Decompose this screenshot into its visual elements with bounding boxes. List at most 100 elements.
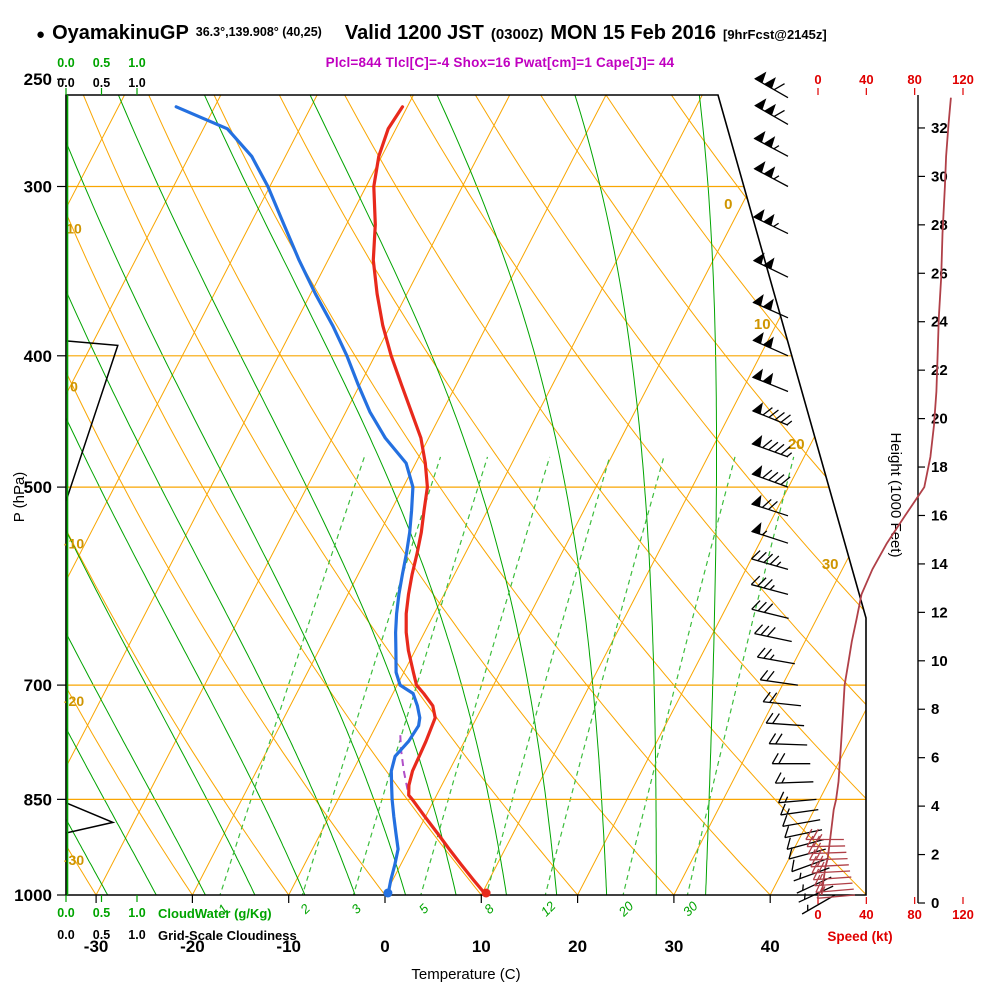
wind-barb bbox=[784, 826, 823, 839]
wind-barb bbox=[771, 752, 811, 765]
svg-text:1.0: 1.0 bbox=[128, 928, 145, 942]
wind-barb bbox=[774, 772, 814, 784]
svg-text:120: 120 bbox=[952, 907, 974, 922]
svg-text:2: 2 bbox=[297, 900, 314, 917]
station-bullet: ● bbox=[36, 26, 46, 43]
svg-text:0.0: 0.0 bbox=[57, 56, 74, 70]
svg-text:-10: -10 bbox=[64, 536, 84, 552]
svg-text:0.5: 0.5 bbox=[93, 906, 110, 920]
svg-text:16: 16 bbox=[931, 507, 948, 524]
wind-barb bbox=[810, 855, 849, 868]
wind-barb bbox=[754, 624, 792, 643]
svg-text:700: 700 bbox=[24, 676, 52, 695]
svg-text:500: 500 bbox=[24, 478, 52, 497]
svg-text:3: 3 bbox=[348, 900, 364, 916]
wind-barb bbox=[814, 874, 853, 887]
wind-barb bbox=[751, 434, 793, 458]
wind-barb bbox=[796, 876, 832, 894]
cloudwater-label: CloudWater (g/Kg) bbox=[158, 906, 272, 921]
svg-text:30: 30 bbox=[931, 168, 948, 185]
svg-text:-20: -20 bbox=[64, 693, 84, 709]
svg-text:0.0: 0.0 bbox=[57, 76, 74, 90]
svg-text:32: 32 bbox=[931, 120, 948, 137]
wind-barb bbox=[788, 847, 826, 860]
temperature-axis-label: Temperature (C) bbox=[411, 966, 520, 983]
svg-text:1.0: 1.0 bbox=[128, 906, 145, 920]
station-coords: 36.3°,139.908° (40,25) bbox=[195, 25, 322, 39]
svg-text:120: 120 bbox=[952, 72, 974, 87]
wind-barb bbox=[754, 71, 789, 99]
svg-text:22: 22 bbox=[931, 362, 948, 379]
svg-text:0: 0 bbox=[70, 378, 78, 394]
wind-barb bbox=[753, 130, 789, 157]
wind-barb bbox=[782, 814, 821, 828]
wind-speed-profile bbox=[820, 97, 952, 896]
wind-barb bbox=[751, 402, 793, 426]
cloudiness-profile bbox=[66, 95, 119, 895]
wind-barb bbox=[753, 161, 789, 188]
valid-zulu: (0300Z) bbox=[490, 26, 544, 43]
svg-text:80: 80 bbox=[907, 907, 921, 922]
sounding-curves bbox=[66, 95, 488, 895]
wind-barb bbox=[751, 550, 789, 570]
wind-barb bbox=[806, 835, 846, 848]
wind-barb bbox=[768, 733, 808, 746]
height-axis-label: Height (1000 Feet) bbox=[887, 432, 904, 557]
svg-text:0.0: 0.0 bbox=[57, 928, 74, 942]
svg-text:5: 5 bbox=[416, 900, 432, 916]
svg-text:-10: -10 bbox=[276, 937, 301, 956]
wind-barb bbox=[805, 828, 844, 841]
wind-barb bbox=[756, 647, 795, 665]
svg-text:300: 300 bbox=[24, 177, 52, 196]
svg-text:0.5: 0.5 bbox=[93, 928, 110, 942]
wind-barb bbox=[812, 868, 852, 881]
svg-text:400: 400 bbox=[24, 347, 52, 366]
valid-time: Valid 1200 JST bbox=[344, 22, 484, 44]
wind-barb bbox=[791, 857, 828, 873]
svg-text:0: 0 bbox=[814, 72, 821, 87]
svg-text:20: 20 bbox=[615, 898, 637, 920]
wind-barb bbox=[780, 803, 819, 816]
svg-text:0.5: 0.5 bbox=[93, 76, 110, 90]
svg-text:40: 40 bbox=[859, 72, 873, 87]
surface-dewpoint-dot bbox=[383, 888, 393, 898]
svg-text:28: 28 bbox=[931, 217, 948, 234]
wind-barb bbox=[752, 294, 789, 319]
svg-text:-30: -30 bbox=[64, 852, 84, 868]
wind-barb bbox=[815, 881, 854, 894]
cloudiness-label: Grid-Scale Cloudiness bbox=[158, 928, 297, 943]
svg-text:0.0: 0.0 bbox=[57, 906, 74, 920]
svg-text:1000: 1000 bbox=[14, 886, 52, 905]
wind-barb bbox=[752, 332, 789, 357]
stability-indices: Plcl=844 Tlcl[C]=-4 Shox=16 Pwat[cm]=1 C… bbox=[325, 55, 675, 70]
wind-barb bbox=[798, 885, 834, 903]
speed-axis-label: Speed (kt) bbox=[827, 929, 892, 944]
svg-text:20: 20 bbox=[788, 436, 805, 453]
wind-barb bbox=[754, 98, 789, 126]
wind-barb bbox=[752, 252, 789, 278]
wind-barb-column bbox=[750, 71, 856, 915]
svg-text:0: 0 bbox=[724, 196, 732, 213]
title-bar: ● OyamakinuGP 36.3°,139.908° (40,25) Val… bbox=[36, 22, 827, 45]
svg-text:0.5: 0.5 bbox=[93, 56, 110, 70]
svg-text:26: 26 bbox=[931, 265, 948, 282]
svg-text:250: 250 bbox=[24, 70, 52, 89]
wind-barb bbox=[816, 887, 856, 899]
svg-text:40: 40 bbox=[859, 907, 873, 922]
wind-barb bbox=[750, 494, 789, 517]
svg-text:1.0: 1.0 bbox=[128, 76, 145, 90]
svg-text:30: 30 bbox=[680, 898, 701, 919]
valid-date: MON 15 Feb 2016 bbox=[550, 22, 716, 44]
svg-text:8: 8 bbox=[931, 701, 939, 718]
background-grid bbox=[66, 95, 866, 895]
wind-barb bbox=[759, 669, 798, 686]
wind-barb bbox=[811, 861, 851, 874]
svg-text:0: 0 bbox=[931, 895, 939, 912]
wind-barb bbox=[751, 368, 789, 393]
wind-barb bbox=[793, 867, 830, 882]
svg-text:12: 12 bbox=[538, 898, 559, 919]
svg-text:24: 24 bbox=[931, 314, 948, 331]
wind-barb bbox=[765, 712, 805, 727]
